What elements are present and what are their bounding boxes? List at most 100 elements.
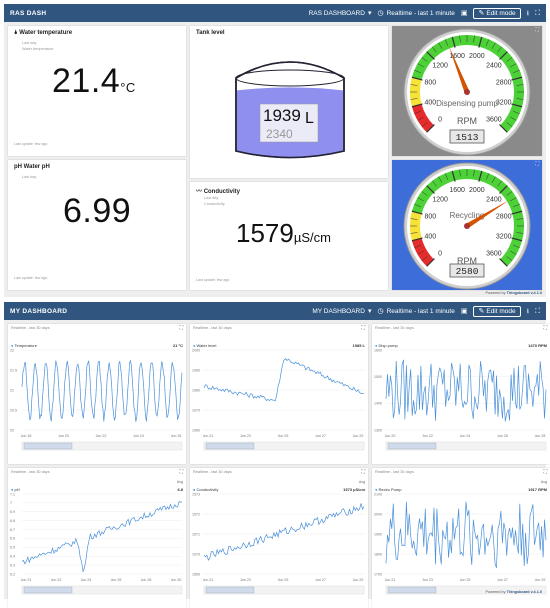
x-tick-label: Jun 26 bbox=[171, 434, 182, 438]
timeseries-chart-card: Realtime - last 30 days ⛶ Avg ● pH 6.8 7.… bbox=[8, 468, 186, 608]
chart-timewindow: Realtime - last 30 days bbox=[11, 470, 50, 474]
expand-icon[interactable]: ⛶ bbox=[361, 469, 365, 475]
download-icon[interactable]: ⭳ bbox=[526, 9, 530, 17]
conductivity-title: 〰 Conductivity bbox=[196, 189, 241, 195]
tank-level-value: 1939 bbox=[263, 106, 301, 125]
edit-mode-button[interactable]: ✎ Edit mode bbox=[473, 7, 521, 19]
gauge-tick-label: 400 bbox=[424, 233, 436, 240]
expand-icon[interactable]: ⛶ bbox=[543, 325, 547, 331]
x-tick-label: Jun 25 bbox=[460, 578, 471, 582]
water-ph-value: 6.99 bbox=[63, 192, 132, 230]
x-tick-label: Jun 29 bbox=[353, 434, 364, 438]
edit-mode-label: Edit mode bbox=[486, 307, 516, 315]
chart-timewindow: Realtime - last 30 days bbox=[375, 326, 414, 330]
gauge-tick-label: 2800 bbox=[496, 80, 512, 87]
timewindow-label: Realtime - last 1 minute bbox=[386, 307, 455, 315]
range-slider-track[interactable] bbox=[385, 585, 547, 595]
x-tick-label: Jun 22 bbox=[96, 434, 107, 438]
y-tick-label: 20.5 bbox=[10, 408, 17, 412]
range-slider-handle[interactable] bbox=[23, 442, 73, 450]
gauge-hub bbox=[464, 89, 470, 95]
gauge-hub bbox=[464, 223, 470, 229]
y-tick-label: 1600 bbox=[374, 348, 382, 352]
chart-legend-value: 1985 L bbox=[352, 343, 365, 348]
y-tick-label: 6.5 bbox=[10, 546, 15, 550]
conductivity-sublabel: Conductivity bbox=[204, 202, 225, 206]
conductivity-period: Last day bbox=[204, 196, 219, 200]
x-tick-label: Jun 28 bbox=[141, 578, 152, 582]
image-icon[interactable]: ▣ bbox=[460, 307, 468, 315]
powered-by-link[interactable]: Thingsboard v.4.1.0 bbox=[506, 590, 542, 594]
range-slider-track[interactable] bbox=[21, 585, 183, 595]
fullscreen-icon[interactable]: ⛶ bbox=[535, 307, 540, 315]
water-ph-title: pH Water pH bbox=[14, 164, 50, 170]
expand-icon[interactable]: ⛶ bbox=[361, 325, 365, 331]
range-slider-track[interactable] bbox=[21, 441, 183, 451]
gauge-label: Dispensing pump bbox=[436, 99, 498, 108]
powered-by-link[interactable]: Thingsboard v.4.1.0 bbox=[506, 291, 542, 295]
thermometer-icon: 🌢 bbox=[14, 30, 18, 36]
y-tick-label: 1800 bbox=[374, 552, 382, 556]
y-tick-label: 1573 bbox=[192, 492, 200, 496]
x-tick-label: Jun 27 bbox=[315, 578, 326, 582]
y-tick-label: 1300 bbox=[374, 428, 382, 432]
gauge-tick-label: 0 bbox=[438, 116, 442, 123]
y-tick-label: 1980 bbox=[192, 388, 200, 392]
dashboard-select-label: RAS DASHBOARD bbox=[308, 9, 365, 17]
expand-icon[interactable]: ⛶ bbox=[535, 161, 539, 167]
image-icon[interactable]: ▣ bbox=[460, 9, 468, 17]
chart-legend-value: 1573 µS/cm bbox=[343, 487, 365, 492]
range-slider-handle[interactable] bbox=[387, 586, 437, 594]
y-tick-label: 6.9 bbox=[10, 510, 15, 514]
range-slider-handle[interactable] bbox=[205, 586, 255, 594]
y-tick-label: 6.4 bbox=[10, 555, 15, 559]
chart-legend-value: 21 °C bbox=[172, 343, 183, 348]
wave-icon: 〰 bbox=[196, 189, 203, 195]
y-tick-label: 6.3 bbox=[10, 563, 15, 567]
dashboard-select[interactable]: MY DASHBOARD ▾ bbox=[312, 308, 371, 315]
dashboard-select[interactable]: RAS DASHBOARD ▾ bbox=[309, 10, 372, 17]
gauge-tick-label: 2400 bbox=[486, 63, 502, 70]
expand-icon[interactable]: ⛶ bbox=[543, 469, 547, 475]
dashboard-title: RAS DASH bbox=[10, 9, 47, 17]
chart-legend: ● Recirc Pump bbox=[375, 487, 402, 492]
ras-dashboard: RAS DASH RAS DASHBOARD ▾ ◷ Realtime - last… bbox=[4, 4, 546, 297]
range-slider-handle[interactable] bbox=[387, 442, 437, 450]
y-tick-label: 1572 bbox=[192, 512, 200, 516]
y-tick-label: 1970 bbox=[192, 408, 200, 412]
expand-icon[interactable]: ⛶ bbox=[535, 27, 539, 33]
expand-icon[interactable]: ⛶ bbox=[179, 469, 183, 475]
range-slider-handle[interactable] bbox=[205, 442, 255, 450]
range-slider-track[interactable] bbox=[385, 441, 547, 451]
x-tick-label: Jun 21 bbox=[385, 578, 396, 582]
tank-level-unit: L bbox=[305, 110, 314, 127]
gauge-tick-label: 3600 bbox=[486, 116, 502, 123]
timeseries-plot: 7.1 7 6.9 6.8 6.7 6.6 6.5 6.4 6.3 6.2 Jun 21 Jun 22… bbox=[10, 492, 183, 595]
y-tick-label: 1570 bbox=[192, 552, 200, 556]
chart-legend-value: 1470 RPM bbox=[528, 343, 547, 348]
range-slider-handle[interactable] bbox=[23, 586, 73, 594]
gauge-tick-label: 3200 bbox=[496, 233, 512, 240]
range-slider-track[interactable] bbox=[203, 585, 365, 595]
edit-mode-button[interactable]: ✎ Edit mode bbox=[473, 305, 521, 317]
y-tick-label: 6.8 bbox=[10, 519, 15, 523]
expand-icon[interactable]: ⛶ bbox=[179, 325, 183, 331]
download-icon[interactable]: ⭳ bbox=[526, 307, 530, 315]
tank-level-title: Tank level bbox=[196, 30, 225, 36]
x-tick-label: Jun 21 bbox=[21, 578, 32, 582]
fullscreen-icon[interactable]: ⛶ bbox=[535, 9, 540, 17]
series-line bbox=[385, 359, 547, 422]
timewindow-select[interactable]: ◷ Realtime - last 1 minute bbox=[377, 10, 454, 17]
gauge-tick-label: 2000 bbox=[469, 53, 485, 60]
gauge-tick-label: 1200 bbox=[432, 197, 448, 204]
y-tick-label: 2000 bbox=[374, 512, 382, 516]
chart-legend-value: 6.8 bbox=[177, 487, 183, 492]
timewindow-select[interactable]: ◷ Realtime - last 1 minute bbox=[377, 308, 454, 315]
gauge-unit: RPM bbox=[457, 256, 477, 266]
range-slider-track[interactable] bbox=[203, 441, 365, 451]
chart-avg-label: Avg bbox=[176, 480, 183, 484]
water-ph-last-update: Last update: few ago bbox=[14, 276, 48, 280]
chart-timewindow: Realtime - last 30 days bbox=[375, 470, 414, 474]
